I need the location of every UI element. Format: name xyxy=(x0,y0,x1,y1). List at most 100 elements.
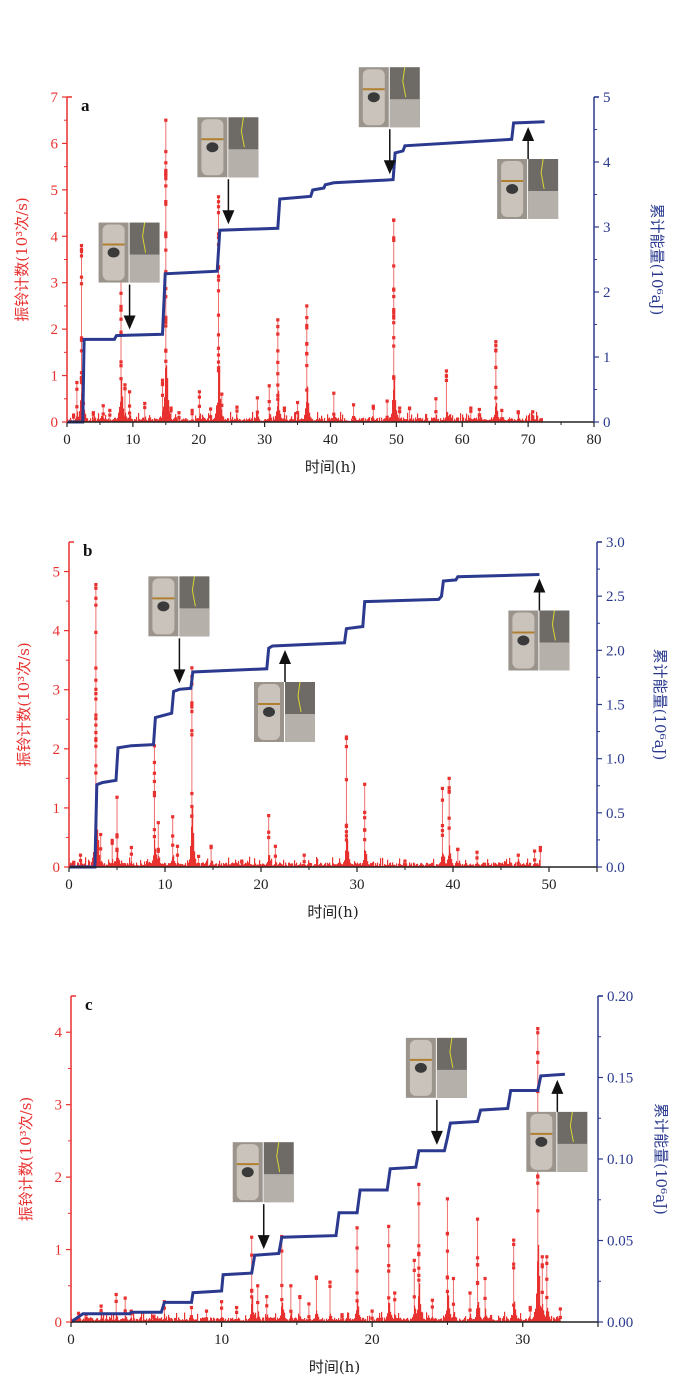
x-tick-label: 30 xyxy=(350,877,365,893)
ring-count-bar xyxy=(386,1316,388,1322)
ring-count-point xyxy=(175,853,180,857)
ring-count-bar xyxy=(438,418,440,422)
ring-count-bar xyxy=(430,1319,432,1322)
ring-count-bar xyxy=(106,864,108,867)
ring-count-point xyxy=(99,832,103,837)
ring-count-bar xyxy=(338,862,340,867)
ring-count-point xyxy=(545,1255,549,1259)
ring-count-bar xyxy=(432,418,434,422)
ring-count-bar xyxy=(242,862,244,867)
ring-count-bar xyxy=(483,1317,485,1322)
ring-count-bar xyxy=(468,415,470,422)
ring-count-bar xyxy=(202,862,204,867)
ring-count-bar xyxy=(173,855,175,867)
ring-count-bar xyxy=(183,865,185,867)
ring-count-bar xyxy=(119,406,121,422)
ring-count-bar xyxy=(283,859,285,867)
ring-count-point xyxy=(305,352,309,356)
ring-count-bar xyxy=(184,419,186,422)
right-y-tick-label: 1 xyxy=(603,350,611,366)
ring-count-point xyxy=(363,838,367,842)
ring-count-bar xyxy=(363,860,365,867)
ring-count-bar xyxy=(238,419,240,422)
ring-count-bar xyxy=(219,860,221,867)
ring-count-bar xyxy=(322,1317,324,1322)
ring-count-bar xyxy=(88,1318,90,1322)
ring-count-bar xyxy=(379,863,381,867)
ring-count-bar xyxy=(106,1315,108,1322)
x-tick-label: 0 xyxy=(67,1332,75,1348)
ring-count-point xyxy=(171,843,175,847)
ring-count-bar xyxy=(168,1314,170,1322)
ring-count-point xyxy=(451,1302,456,1306)
ring-count-bar xyxy=(125,412,127,422)
ring-count-point xyxy=(72,863,76,867)
ring-count-bar xyxy=(78,416,80,422)
ring-count-bar xyxy=(168,863,170,867)
ring-count-point xyxy=(143,405,147,410)
closeup-rock xyxy=(129,254,160,283)
x-tick-label: 40 xyxy=(446,877,461,893)
left-y-tick-label: 2 xyxy=(51,322,59,338)
ring-count-bar xyxy=(477,419,479,422)
ring-count-point xyxy=(164,359,168,363)
ring-count-point xyxy=(160,393,165,397)
ring-count-bar xyxy=(484,419,486,422)
ring-count-bar xyxy=(116,419,118,422)
ring-count-point xyxy=(536,1027,540,1031)
ring-count-bar xyxy=(496,864,498,867)
ring-count-bar xyxy=(196,863,198,867)
ring-count-bar xyxy=(417,413,419,422)
ring-count-point xyxy=(235,405,239,409)
ring-count-bar xyxy=(524,1320,526,1322)
ring-count-bar xyxy=(519,1318,521,1322)
crack-trace xyxy=(551,610,556,641)
ring-count-bar xyxy=(222,415,224,422)
left-y-tick-label: 0 xyxy=(55,1315,63,1331)
ring-count-bar xyxy=(515,862,517,867)
ring-count-bar xyxy=(160,1318,162,1322)
ring-count-bar xyxy=(473,1318,475,1322)
ring-count-bar xyxy=(213,864,215,867)
ring-count-bar xyxy=(380,1317,382,1322)
ring-count-bar xyxy=(544,1314,546,1322)
ring-count-bar xyxy=(307,864,309,867)
ring-count-bar xyxy=(508,418,510,422)
ring-count-bar xyxy=(469,417,471,422)
ring-count-bar xyxy=(132,864,134,867)
ring-count-bar xyxy=(465,1316,467,1322)
ring-count-bar xyxy=(464,1317,466,1322)
chart-panel-b: 0 10 20 30 40 500123450.00.51.01.52.02.53.0时间… xyxy=(15,535,669,921)
ring-count-bar xyxy=(472,864,474,867)
ring-count-point xyxy=(392,238,396,242)
ring-count-bar xyxy=(532,1318,534,1322)
ring-count-bar xyxy=(262,1317,264,1322)
ring-count-bar xyxy=(265,1314,267,1322)
ring-count-point xyxy=(344,744,349,749)
ring-count-point xyxy=(328,1280,332,1284)
ring-count-bar xyxy=(80,1318,82,1322)
ring-count-bar xyxy=(528,864,530,867)
ring-count-point xyxy=(156,849,160,853)
ring-count-bar xyxy=(236,862,238,867)
ring-count-point xyxy=(156,847,160,851)
ring-count-bar xyxy=(197,418,199,422)
ring-count-bar xyxy=(163,1319,165,1322)
ring-count-bar xyxy=(196,418,198,422)
ring-count-point xyxy=(392,336,396,340)
ring-count-bar xyxy=(296,862,298,867)
ring-count-bar xyxy=(447,412,449,422)
ring-count-bar xyxy=(488,862,490,867)
ring-count-point xyxy=(99,847,103,851)
ring-count-point xyxy=(417,1244,421,1248)
ring-count-bar xyxy=(425,864,427,867)
ring-count-bar xyxy=(445,417,447,422)
ring-count-bar xyxy=(282,864,284,867)
ring-count-point xyxy=(417,1251,421,1255)
ring-count-bar xyxy=(538,1244,540,1322)
right-y-tick-label: 4 xyxy=(603,155,611,171)
ring-count-bar xyxy=(441,856,443,867)
ring-count-bar xyxy=(96,1318,98,1322)
ring-count-bar xyxy=(230,411,232,422)
ring-count-bar xyxy=(222,1317,224,1322)
